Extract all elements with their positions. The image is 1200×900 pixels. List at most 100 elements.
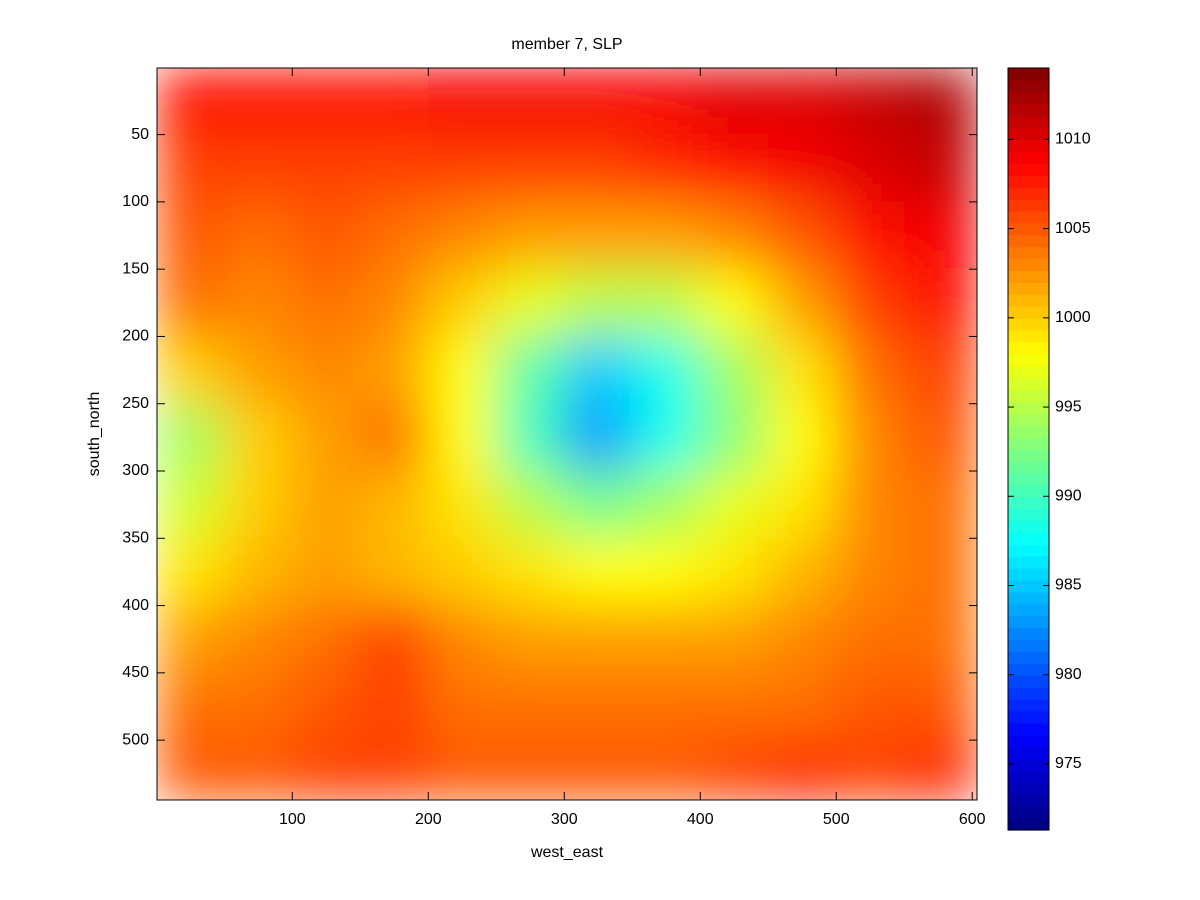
heatmap-cell <box>835 268 905 337</box>
heatmap-cell <box>699 335 769 405</box>
heatmap-cell <box>699 201 769 270</box>
heatmap-cell <box>903 605 977 674</box>
heatmap-cell <box>699 672 769 741</box>
heatmap-cell <box>157 134 225 203</box>
heatmap-cell <box>495 134 565 203</box>
heatmap-cell <box>427 470 497 539</box>
y-tick-label: 350 <box>122 530 149 547</box>
heatmap-cell <box>563 403 633 472</box>
colorbar-step <box>1008 710 1049 724</box>
colorbar-step <box>1008 365 1049 379</box>
heatmap-cell <box>291 134 361 203</box>
heatmap-cell <box>223 335 293 405</box>
heatmap-cell <box>563 134 633 203</box>
colorbar-step <box>1008 532 1049 545</box>
colorbar-step <box>1008 651 1049 664</box>
colorbar-step <box>1008 389 1049 402</box>
heatmap-cell <box>157 335 225 405</box>
heatmap-cell <box>427 403 497 472</box>
colorbar-step <box>1008 318 1049 331</box>
heatmap-cell <box>291 268 361 337</box>
heatmap-cell <box>631 268 701 337</box>
heatmap-cell <box>495 68 565 136</box>
colorbar-step <box>1008 210 1049 224</box>
heatmap-cell <box>495 537 565 607</box>
heatmap-cell <box>359 134 429 203</box>
heatmap-cell <box>903 537 977 607</box>
heatmap-cell <box>563 201 633 270</box>
heatmap-cell <box>495 268 565 337</box>
colorbar-step <box>1008 401 1049 414</box>
heatmap-cell <box>427 68 497 136</box>
y-tick-label: 300 <box>122 462 149 479</box>
heatmap-cell <box>157 68 225 136</box>
heatmap-cell <box>157 537 225 607</box>
heatmap-cell <box>157 739 225 800</box>
heatmap-cell <box>631 605 701 674</box>
heatmap-cell <box>699 134 769 203</box>
colorbar-step <box>1008 794 1049 807</box>
heatmap-cell <box>223 672 293 741</box>
heatmap-cell <box>291 672 361 741</box>
heatmap-cell <box>767 537 837 607</box>
heatmap-cell <box>563 335 633 405</box>
heatmap-cell <box>223 403 293 472</box>
heatmap-cell <box>359 403 429 472</box>
heatmap-cell <box>427 201 497 270</box>
heatmap-cell <box>835 470 905 539</box>
heatmap-cell <box>157 672 225 741</box>
x-tick-label: 500 <box>823 811 850 828</box>
heatmap-cell <box>157 201 225 270</box>
colorbar-tick-label: 975 <box>1055 755 1082 772</box>
heatmap-cell <box>767 739 837 800</box>
heatmap-cell <box>427 537 497 607</box>
colorbar-step <box>1008 353 1049 367</box>
colorbar-step <box>1008 687 1049 700</box>
colorbar-tick-label: 985 <box>1055 577 1082 594</box>
heatmap-cell <box>563 672 633 741</box>
colorbar-step <box>1008 377 1049 391</box>
heatmap-cell <box>427 335 497 405</box>
heatmap-cell <box>291 739 361 800</box>
heatmap-cell <box>699 268 769 337</box>
axes: 100 200 300 400 500 600 50 100 150 200 250 300 350 40… <box>122 67 1091 828</box>
colorbar-step <box>1008 568 1049 581</box>
heatmap-cell <box>495 201 565 270</box>
heatmap-cell <box>835 739 905 800</box>
y-tick-label: 150 <box>122 260 149 277</box>
colorbar-step <box>1008 591 1049 605</box>
heatmap-cell <box>291 68 361 136</box>
x-tick-label: 400 <box>687 811 714 828</box>
x-axis-label: west_east <box>530 844 604 861</box>
heatmap-cell <box>291 470 361 539</box>
heatmap-cell <box>835 605 905 674</box>
colorbar-step <box>1008 472 1049 486</box>
colorbar-step <box>1008 460 1049 474</box>
heatmap-cell <box>767 470 837 539</box>
heatmap-cell <box>563 268 633 337</box>
heatmap-cell <box>495 739 565 800</box>
heatmap-cell <box>767 268 837 337</box>
chart-title: member 7, SLP <box>511 36 622 53</box>
heatmap-cell <box>157 268 225 337</box>
heatmap-cell <box>835 134 905 203</box>
colorbar-step <box>1008 306 1049 319</box>
heatmap-cell <box>427 672 497 741</box>
x-tick-label: 200 <box>415 811 442 828</box>
colorbar-step <box>1008 579 1049 593</box>
heatmap-cell <box>495 335 565 405</box>
heatmap-cell <box>699 739 769 800</box>
colorbar-step <box>1008 222 1049 236</box>
heatmap-cell <box>157 605 225 674</box>
heatmap-cell <box>291 335 361 405</box>
y-tick-label: 200 <box>122 328 149 345</box>
heatmap-cell <box>631 470 701 539</box>
heatmap-cell <box>223 201 293 270</box>
colorbar-tick-label: 980 <box>1055 666 1082 683</box>
heatmap-cell <box>699 470 769 539</box>
colorbar-step <box>1008 187 1049 200</box>
y-tick-label: 50 <box>131 126 149 143</box>
colorbar-step <box>1008 484 1049 498</box>
heatmap-cell <box>291 605 361 674</box>
heatmap-cell <box>631 201 701 270</box>
